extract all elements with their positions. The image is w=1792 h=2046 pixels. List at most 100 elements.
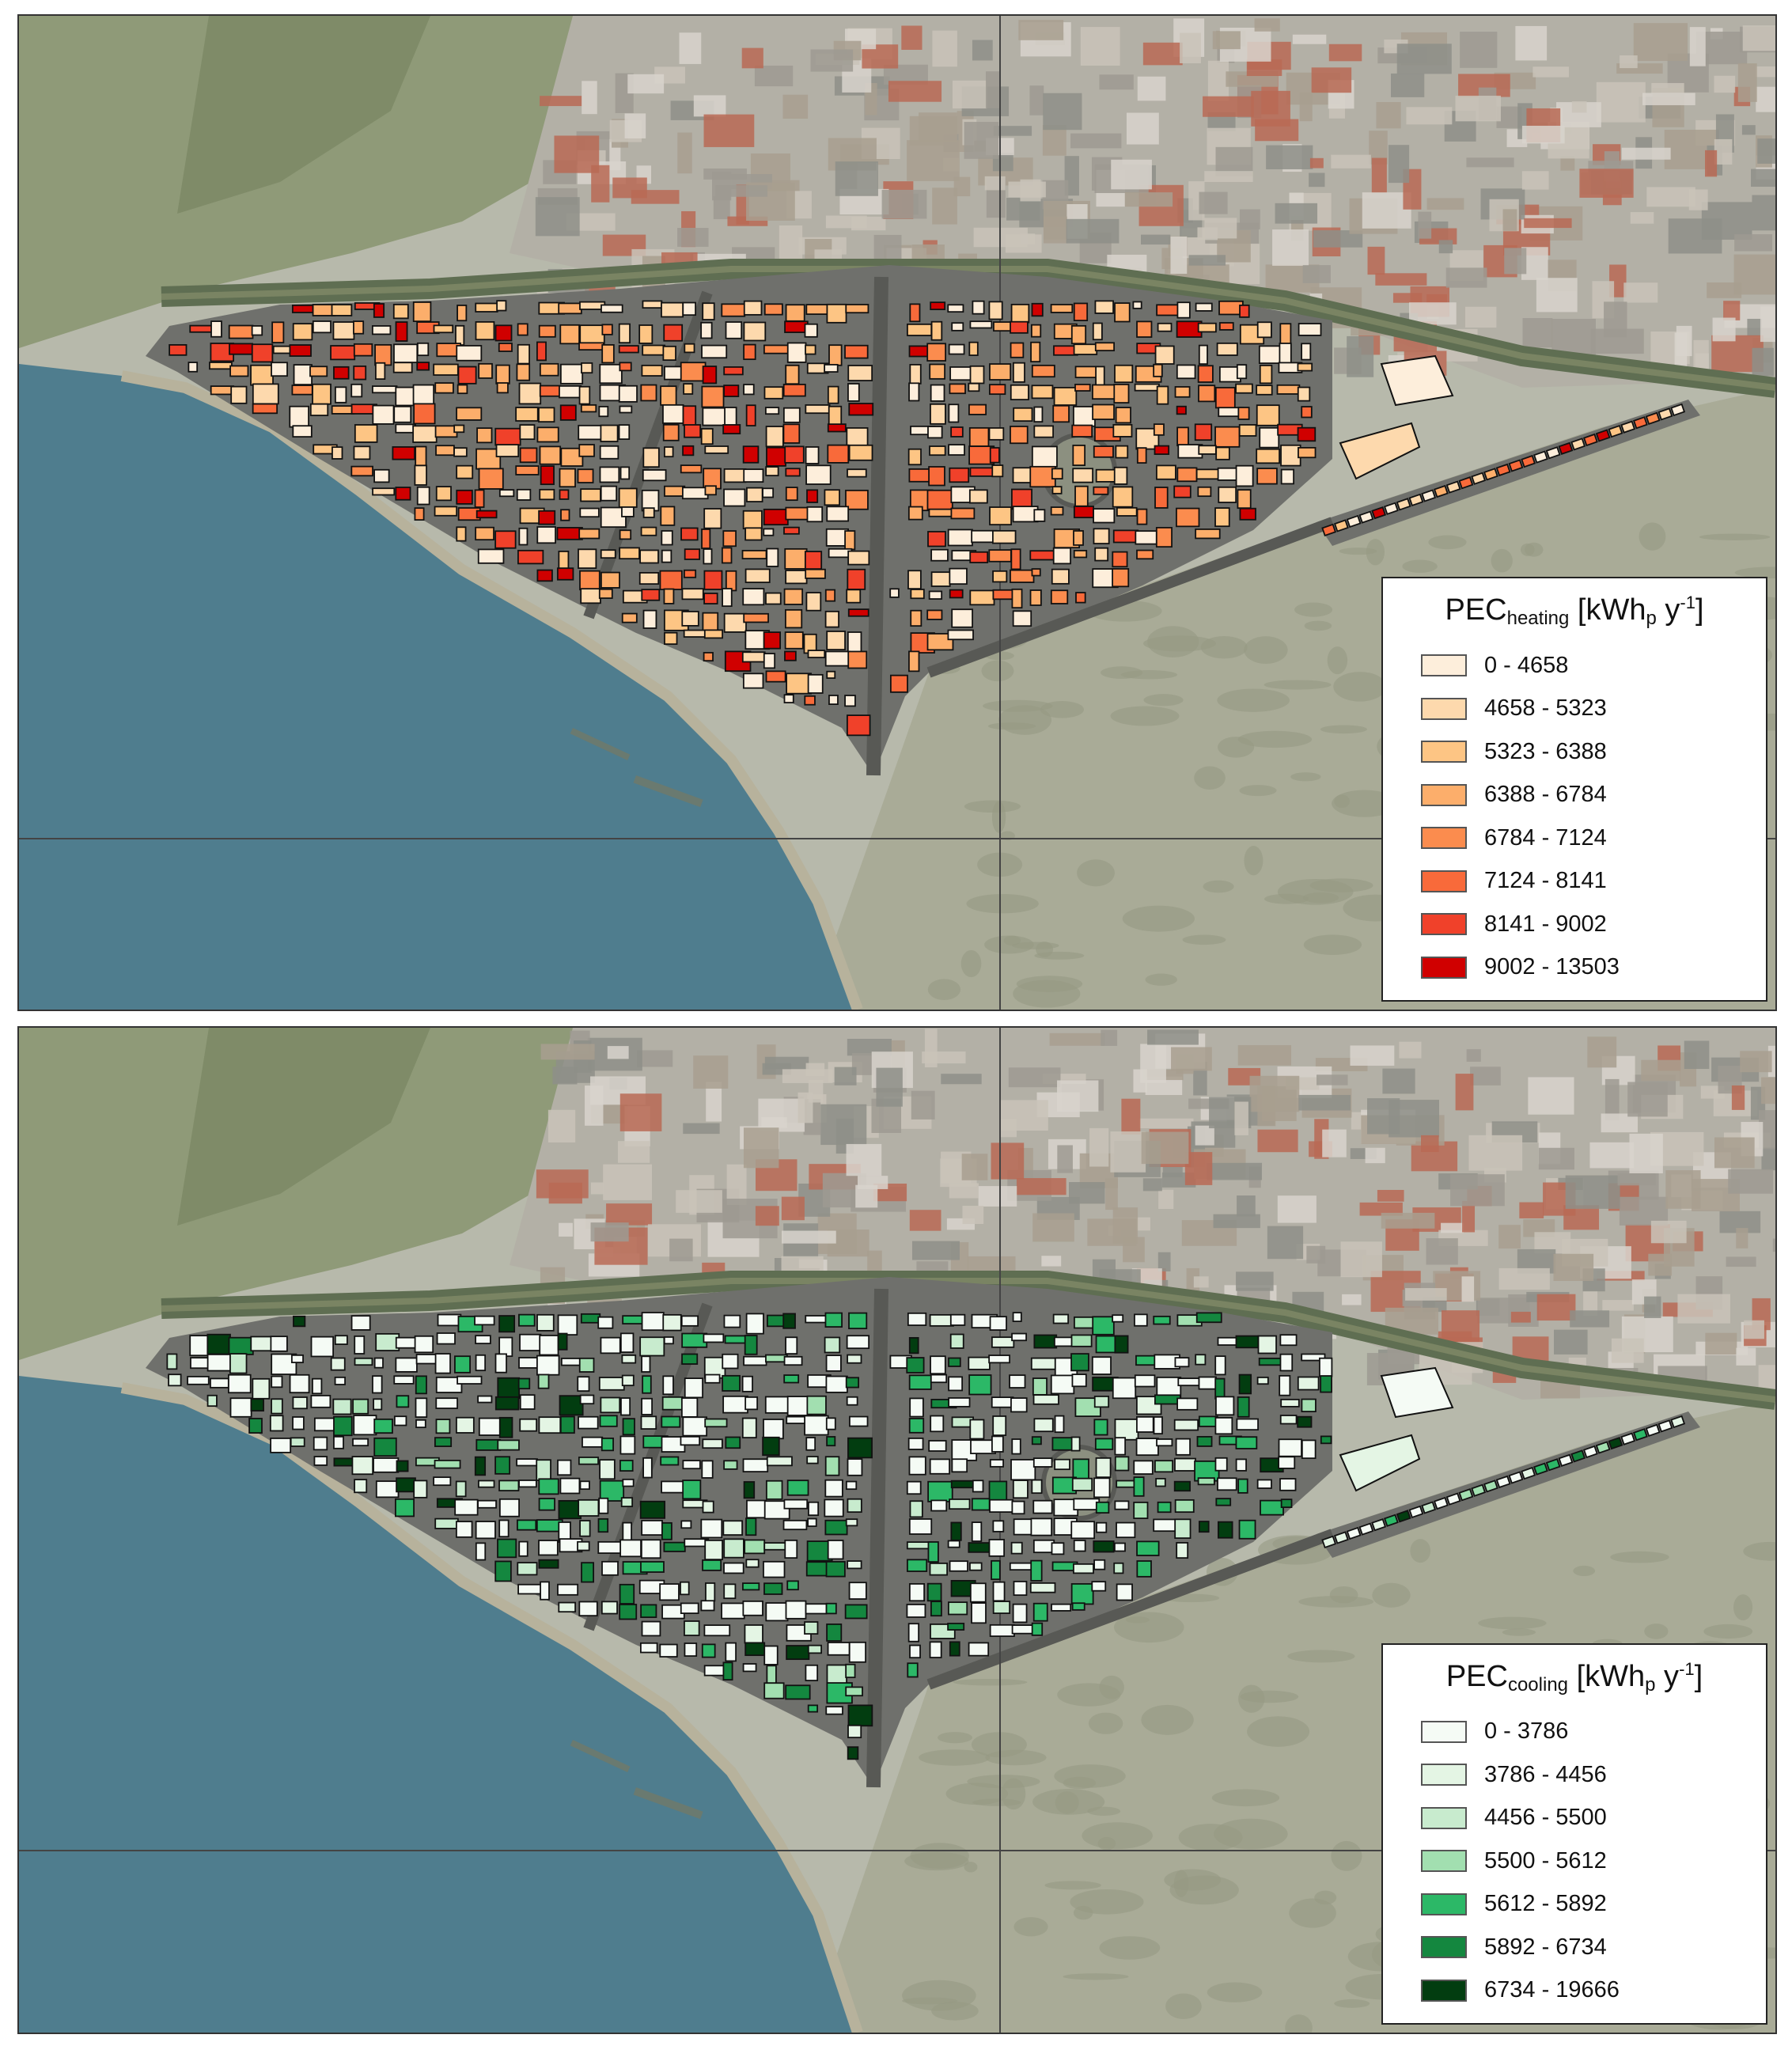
legend-item: 0 - 4658	[1397, 644, 1752, 688]
rooftop	[901, 25, 923, 50]
building	[1297, 1376, 1320, 1391]
building	[415, 1375, 427, 1395]
rooftop	[1105, 1178, 1118, 1211]
building	[847, 1437, 873, 1459]
rooftop	[876, 1067, 903, 1107]
building	[350, 465, 373, 477]
vegetation	[177, 16, 430, 214]
terrain-patch	[1327, 646, 1348, 675]
building	[1237, 489, 1252, 510]
terrain-patch	[1263, 680, 1332, 690]
terrain-patch	[1203, 880, 1234, 893]
building	[783, 1355, 803, 1366]
building	[684, 343, 695, 354]
building	[988, 427, 1005, 441]
building	[703, 629, 724, 639]
building	[1074, 485, 1089, 507]
building	[1031, 364, 1055, 378]
building	[1396, 1510, 1411, 1523]
building	[1215, 1396, 1235, 1416]
building	[948, 1376, 964, 1392]
building	[1116, 1521, 1136, 1539]
building	[660, 385, 677, 406]
rooftop	[1207, 60, 1229, 101]
building	[433, 1476, 452, 1487]
building	[702, 1559, 722, 1571]
building	[1011, 1500, 1025, 1515]
building	[578, 1457, 599, 1465]
building	[332, 321, 355, 340]
vegetation	[177, 1028, 430, 1226]
building	[1073, 406, 1096, 427]
building	[680, 464, 703, 474]
building	[785, 1684, 811, 1700]
building	[988, 384, 1006, 396]
building	[1279, 1334, 1298, 1347]
building	[723, 468, 747, 483]
building	[618, 345, 639, 354]
rooftop	[1714, 75, 1736, 93]
legend-item: 5323 - 6388	[1397, 730, 1752, 774]
building	[808, 1501, 820, 1517]
building	[725, 1436, 741, 1449]
building	[827, 1540, 844, 1560]
rooftop	[1528, 1077, 1574, 1115]
building	[1136, 1415, 1154, 1433]
building	[1521, 454, 1536, 468]
terrain-patch	[1200, 636, 1248, 659]
building	[721, 303, 746, 317]
building	[312, 1377, 323, 1395]
rooftop	[985, 71, 1001, 108]
building	[909, 364, 922, 385]
building	[825, 1355, 842, 1372]
building	[250, 364, 274, 386]
building	[680, 1581, 690, 1596]
building	[661, 549, 672, 563]
building	[825, 1375, 848, 1393]
terrain-patch	[1332, 790, 1398, 817]
building	[601, 344, 615, 364]
building	[640, 526, 657, 536]
rooftop	[1747, 318, 1762, 337]
building	[599, 363, 623, 385]
rooftop	[1399, 1041, 1422, 1059]
legend-swatch	[1421, 697, 1467, 720]
building	[1483, 1480, 1498, 1493]
building	[703, 1333, 725, 1343]
building	[519, 447, 538, 464]
building	[354, 1335, 366, 1355]
building	[991, 1396, 1014, 1408]
building	[805, 1315, 829, 1324]
terrain-patch	[919, 1749, 991, 1766]
building	[270, 1336, 288, 1352]
rooftop	[1080, 27, 1120, 66]
cooling-legend-title: PECcooling [kWhp y-1]	[1445, 1658, 1703, 1696]
heating-legend-title: PECheating [kWhp y-1]	[1445, 593, 1704, 629]
building	[395, 1357, 418, 1373]
building	[1445, 1492, 1461, 1506]
rooftop	[1020, 179, 1041, 202]
building	[991, 529, 1017, 544]
building	[1176, 507, 1200, 528]
coastline-beach	[120, 370, 863, 1010]
building	[1215, 446, 1230, 460]
building	[1157, 322, 1173, 332]
building	[228, 1336, 254, 1355]
building	[1092, 322, 1103, 341]
building	[1009, 1374, 1026, 1389]
building	[457, 366, 477, 385]
building	[477, 548, 505, 564]
building	[662, 1313, 682, 1332]
terrain-patch	[972, 1798, 1021, 1806]
building	[600, 485, 618, 502]
building	[1133, 1502, 1149, 1519]
terrain-patch	[1077, 859, 1115, 887]
building	[928, 1440, 947, 1452]
building	[1358, 1522, 1374, 1536]
building	[1279, 1415, 1298, 1425]
building	[518, 1540, 529, 1557]
rooftop	[881, 189, 927, 219]
building	[785, 304, 805, 322]
rooftop	[1752, 195, 1775, 231]
building	[206, 1394, 218, 1408]
